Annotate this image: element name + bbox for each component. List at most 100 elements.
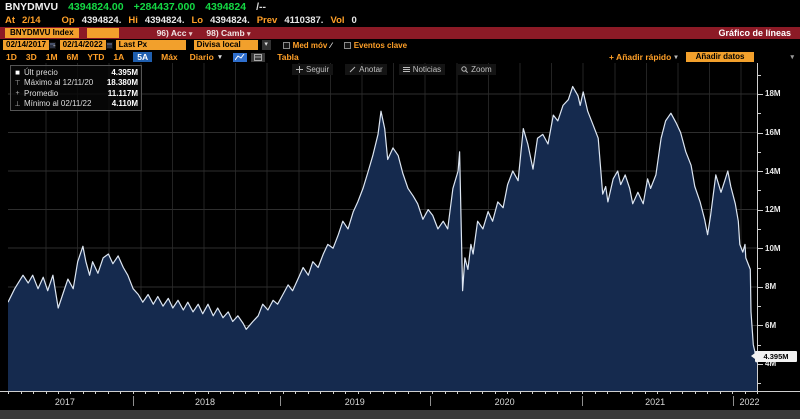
tab-6m[interactable]: 6M: [66, 52, 79, 62]
period-toolbar: 1D 3D 1M 6M YTD 1A 5A Máx Diario ▼ Tabla…: [0, 51, 800, 63]
date-range-separator: -: [53, 40, 56, 50]
y-axis-tick: [758, 209, 763, 211]
panel-chevron-icon[interactable]: ▾: [790, 54, 794, 61]
x-axis-minor-tick: [145, 392, 147, 394]
x-axis-minor-tick: [532, 392, 534, 394]
trade-price: 4394824: [205, 1, 247, 13]
security-field[interactable]: BNYDMVU Index: [5, 28, 79, 38]
checkbox-icon[interactable]: [282, 41, 290, 49]
date-to-input[interactable]: 02/14/2022: [59, 40, 113, 50]
crosshair-icon: [296, 66, 303, 73]
tab-ytd[interactable]: YTD: [87, 52, 105, 62]
calendar-icon: [105, 41, 113, 49]
y-axis-tick: [758, 93, 763, 95]
high-value: 4394824.: [144, 15, 185, 26]
x-axis-minor-tick: [457, 392, 459, 394]
add-quick-button[interactable]: + Añadir rápido ▾: [609, 52, 678, 62]
x-axis-minor-tick: [370, 392, 371, 394]
date-from-input[interactable]: 02/14/2017: [3, 40, 57, 50]
x-axis-minor-tick: [107, 392, 109, 394]
x-axis-minor-tick: [257, 392, 259, 394]
chart-style-icon[interactable]: [233, 52, 248, 62]
y-axis-tick: [758, 248, 763, 250]
x-axis-minor-tick: [232, 392, 234, 394]
low-label: Lo: [191, 15, 204, 26]
chart-legend[interactable]: ■ Últ precio 4.395M ⊤ Máximo al 12/11/20…: [10, 65, 142, 111]
y-axis-label: 18M: [765, 89, 781, 99]
chart-area: 18M 16M 14M 12M 10M 8M 6M 4M 4.395M ■ Últ preci…: [0, 63, 800, 391]
checkbox-icon[interactable]: [343, 41, 351, 49]
x-axis-minor-tick: [494, 392, 496, 394]
open-label: Op: [61, 15, 75, 26]
legend-average: + Promedio 11.117M: [15, 88, 138, 98]
y-axis-label: 8M: [765, 282, 777, 292]
y-axis-label: 10M: [765, 243, 781, 253]
x-axis-minor-tick: [594, 392, 596, 394]
at-value: 2/14: [22, 15, 41, 26]
x-axis-minor-tick: [20, 392, 22, 394]
y-axis-label: 16M: [765, 127, 781, 137]
price-area-chart[interactable]: [8, 63, 757, 391]
tab-5a-selected[interactable]: 5A: [133, 52, 153, 62]
x-axis-year-separator: [133, 396, 135, 406]
x-axis-minor-tick: [45, 392, 47, 394]
x-axis-minor-tick: [345, 392, 347, 394]
key-events-toggle[interactable]: Eventos clave: [343, 41, 407, 50]
y-axis-tick: [758, 344, 761, 346]
y-axis-label: 14M: [765, 166, 781, 176]
x-axis-minor-tick: [444, 392, 446, 394]
currency-select[interactable]: Divisa local: [193, 40, 258, 50]
table-link[interactable]: Tabla: [277, 52, 299, 62]
tab-1a[interactable]: 1A: [113, 52, 125, 62]
menu-security-chip[interactable]: [86, 28, 119, 38]
x-axis-minor-tick: [507, 392, 509, 394]
x-axis-minor-tick: [295, 392, 297, 394]
annotate-button[interactable]: Anotar: [345, 64, 387, 75]
tab-1d[interactable]: 1D: [6, 52, 17, 62]
news-button[interactable]: Noticias: [398, 64, 446, 75]
y-axis: 18M 16M 14M 12M 10M 8M 6M 4M: [757, 63, 800, 391]
tab-3d[interactable]: 3D: [25, 52, 37, 62]
x-axis: 2017 2018 2019 2020 2021 2022: [0, 391, 800, 410]
x-axis-minor-tick: [732, 392, 733, 394]
menu-settings[interactable]: 98) Camb ▾: [206, 28, 251, 38]
tab-1m[interactable]: 1M: [45, 52, 58, 62]
calendar-icon: [49, 41, 57, 49]
y-axis-tick: [758, 151, 761, 153]
function-title: Gráfico de líneas: [718, 28, 791, 38]
menu-actions[interactable]: 96) Acc ▾: [156, 28, 193, 38]
add-data-button[interactable]: Añadir datos: [685, 52, 755, 62]
y-axis-tick: [758, 286, 763, 288]
x-axis-minor-tick: [282, 392, 284, 394]
x-axis-minor-tick: [395, 392, 396, 394]
price-field-select[interactable]: Last Px: [115, 40, 186, 50]
tab-max[interactable]: Máx: [161, 52, 178, 62]
chart-options-icon[interactable]: [251, 52, 266, 62]
zoom-button[interactable]: Zoom: [457, 64, 496, 75]
track-button[interactable]: Seguir: [292, 64, 334, 75]
volume-value: 0: [351, 15, 357, 26]
x-axis-minor-tick: [482, 392, 484, 394]
prev-label: Prev: [256, 15, 278, 26]
x-axis-minor-tick: [307, 392, 309, 394]
chevron-down-icon: ▼: [216, 53, 224, 61]
x-axis-minor-tick: [120, 392, 122, 394]
legend-maximum: ⊤ Máximo al 12/11/20 18.380M: [14, 78, 138, 88]
currency-dropdown-arrow-icon[interactable]: ▾: [261, 40, 271, 50]
y-axis-tick: [758, 383, 761, 385]
x-axis-minor-tick: [33, 392, 34, 394]
y-axis-tick: [758, 132, 763, 134]
x-axis-minor-tick: [657, 392, 659, 394]
price-change: +284437.000: [133, 1, 196, 13]
low-value: 4394824.: [210, 15, 250, 26]
volume-label: Vol: [330, 15, 345, 26]
avg-marker-icon: +: [15, 89, 20, 97]
x-axis-year-label: 2020: [494, 397, 515, 407]
moving-average-toggle[interactable]: Med móv ∕: [282, 41, 332, 50]
x-axis-minor-tick: [70, 392, 72, 394]
x-axis-minor-tick: [519, 392, 521, 394]
frequency-select[interactable]: Diario ▼: [189, 52, 224, 62]
legend-last-price: ■ Últ precio 4.395M: [15, 67, 138, 77]
x-axis-minor-tick: [557, 392, 559, 394]
period-tabs: 1D 3D 1M 6M YTD 1A 5A Máx: [6, 52, 178, 62]
